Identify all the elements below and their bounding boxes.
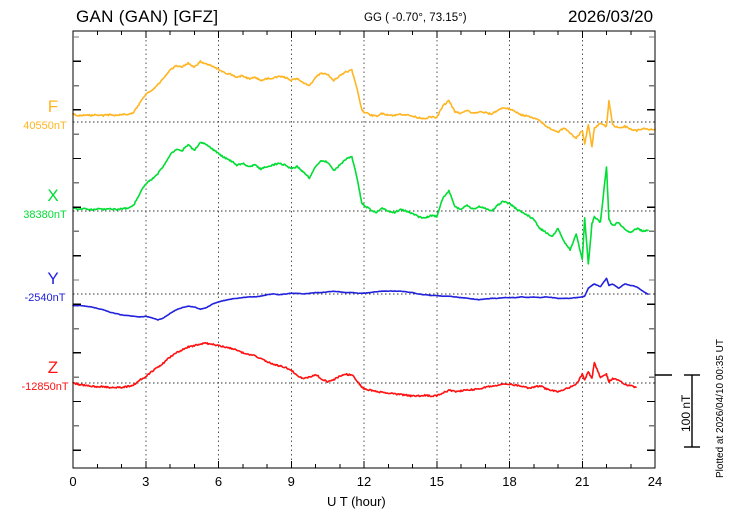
component-baseline-x: 38380nT	[23, 209, 67, 221]
geographic-coordinates: GG ( -0.70°, 73.15°)	[364, 12, 467, 24]
component-letter-x: X	[47, 186, 59, 205]
component-baseline-z: -12850nT	[21, 381, 69, 393]
x-tick-21: 21	[575, 474, 590, 489]
x-tick-24: 24	[647, 474, 663, 489]
x-tick-9: 9	[287, 474, 295, 489]
observation-date: 2026/03/20	[568, 7, 654, 26]
component-letter-y: Y	[47, 269, 59, 288]
component-baseline-y: -2540nT	[24, 292, 66, 304]
x-tick-12: 12	[356, 474, 372, 489]
station-title: GAN (GAN) [GFZ]	[76, 7, 219, 26]
component-letter-z: Z	[47, 358, 59, 377]
x-axis-title: U T (hour)	[327, 494, 386, 509]
x-tick-15: 15	[429, 474, 444, 489]
x-tick-0: 0	[69, 474, 77, 489]
scale-bar-label: 100 nT	[679, 394, 693, 432]
x-tick-6: 6	[214, 474, 223, 489]
component-letter-f: F	[47, 97, 59, 116]
x-tick-18: 18	[502, 474, 517, 489]
plotted-at-caption: Plotted at 2026/04/10 00:35 UT	[715, 339, 726, 478]
x-tick-3: 3	[142, 474, 150, 489]
component-baseline-f: 40550nT	[23, 120, 67, 132]
